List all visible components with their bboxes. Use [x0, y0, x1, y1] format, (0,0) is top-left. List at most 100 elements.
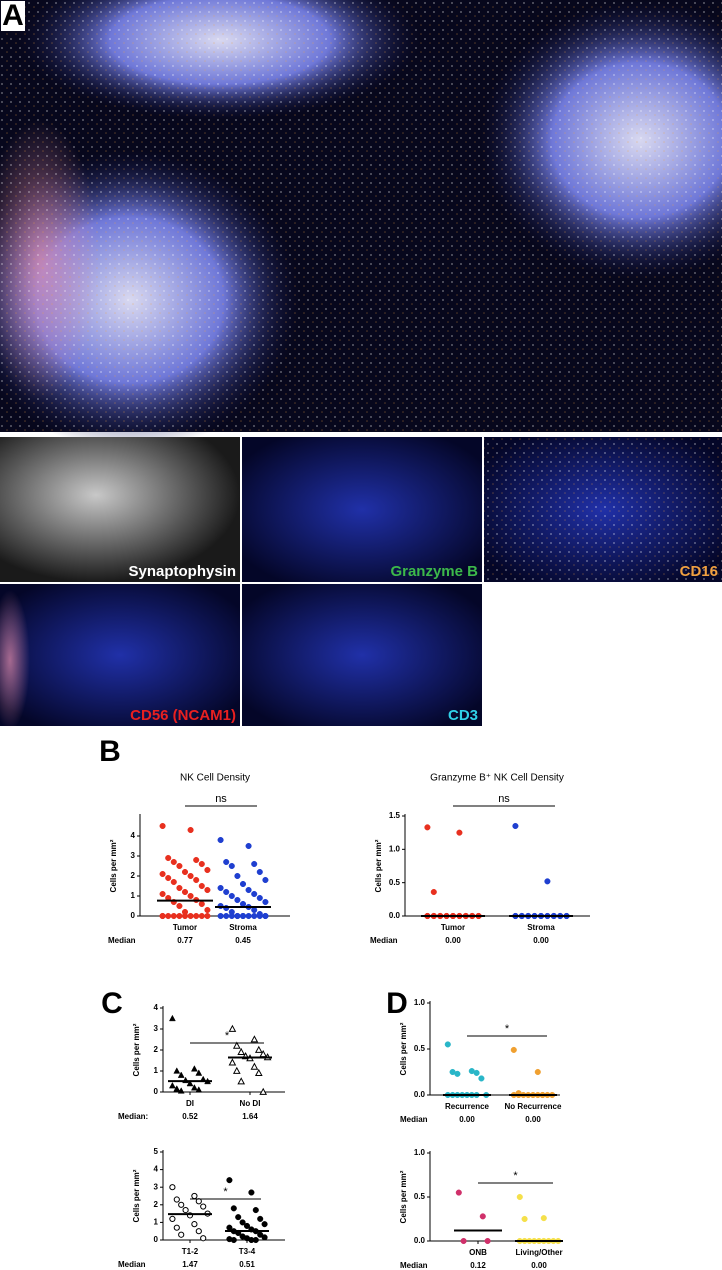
data-point [193, 912, 200, 920]
data-point [195, 1086, 203, 1093]
data-point [187, 912, 194, 920]
data-point [234, 912, 241, 920]
y-axis-title: Cells per mm² [399, 1170, 408, 1223]
data-point [251, 860, 258, 868]
data-point [186, 1079, 194, 1087]
x-tick-label: T3-4 [239, 1247, 256, 1256]
median-value: 0.00 [533, 936, 549, 945]
stain-label: CD3 [448, 707, 478, 724]
panel-letter: C [101, 987, 123, 1020]
median-heading: Median [370, 936, 398, 945]
data-point [479, 1213, 486, 1220]
tissue-region [0, 590, 30, 730]
y-tick-label: 5 [154, 1147, 159, 1156]
data-point [510, 1046, 517, 1053]
panel-letter: A [2, 0, 24, 32]
data-point [540, 1215, 547, 1222]
data-point [251, 906, 258, 914]
data-point [250, 1035, 259, 1043]
y-axis-title: Cells per mm² [132, 1023, 141, 1076]
data-point [176, 902, 183, 910]
data-point [181, 868, 189, 876]
data-point [248, 1189, 255, 1196]
data-point [228, 862, 235, 870]
median-value: 0.12 [470, 1261, 486, 1270]
data-point [223, 858, 230, 866]
x-tick-label: Living/Other [515, 1248, 562, 1257]
median-value: 0.45 [235, 936, 251, 945]
data-point [223, 888, 230, 896]
x-tick-label: No DI [240, 1099, 261, 1108]
data-point [191, 1192, 198, 1200]
data-point [228, 892, 235, 900]
data-point [424, 824, 431, 831]
data-point [170, 858, 177, 866]
stain-image [242, 437, 482, 582]
significance-label: ns [215, 793, 227, 805]
data-point [204, 886, 211, 894]
median-value: 1.47 [182, 1260, 198, 1269]
data-point [176, 862, 183, 870]
data-point [176, 912, 183, 920]
data-point [239, 1219, 246, 1226]
data-point [204, 906, 211, 914]
median-value: 0.00 [445, 936, 461, 945]
y-axis-title: Cells per mm² [132, 1169, 141, 1222]
y-tick-label: 2 [154, 1200, 159, 1209]
data-point [235, 1214, 242, 1221]
y-tick-label: 0.5 [389, 878, 401, 887]
data-point [200, 1235, 207, 1242]
median-value: 1.64 [242, 1112, 258, 1121]
stain-image [0, 584, 240, 726]
data-point [257, 1215, 264, 1222]
data-point [168, 1014, 176, 1022]
data-point [239, 880, 247, 888]
data-point [256, 912, 263, 920]
data-point [245, 886, 252, 894]
x-tick-label: Tumor [441, 923, 465, 932]
data-point [165, 854, 172, 862]
data-point [159, 870, 166, 878]
y-tick-label: 0.0 [414, 1090, 426, 1099]
y-tick-label: 4 [154, 1165, 159, 1174]
panel-letter: D [386, 987, 408, 1020]
data-point [230, 1236, 237, 1244]
chart-title: NK Cell Density [180, 773, 250, 784]
data-point [444, 1041, 451, 1048]
data-point [191, 1221, 198, 1228]
data-point [187, 892, 194, 900]
data-point [262, 876, 269, 884]
data-point [204, 866, 211, 874]
data-point [521, 1215, 528, 1223]
data-point [190, 1084, 198, 1091]
data-point [430, 888, 437, 896]
data-point [223, 912, 230, 920]
panel-letter: B [99, 735, 121, 768]
y-tick-label: 4 [154, 1003, 159, 1012]
data-point [159, 890, 166, 898]
data-point [193, 856, 200, 864]
median-value: 0.00 [459, 1115, 475, 1124]
data-point [159, 822, 166, 830]
y-tick-label: 2 [131, 871, 136, 880]
data-point [239, 900, 247, 908]
data-point [217, 836, 224, 844]
data-point [198, 900, 205, 908]
data-point [198, 882, 205, 890]
data-point [254, 1045, 263, 1053]
median-heading: Median [118, 1260, 146, 1269]
data-point [460, 1237, 467, 1245]
x-tick-label: ONB [469, 1248, 487, 1257]
data-point [177, 1071, 185, 1078]
y-tick-label: 3 [131, 851, 136, 860]
x-tick-label: Tumor [173, 923, 197, 932]
median-value: 0.51 [239, 1260, 255, 1269]
data-point [178, 1201, 185, 1208]
data-point [178, 1231, 185, 1238]
data-point [252, 1236, 259, 1244]
stain-label: Synaptophysin [128, 563, 236, 580]
data-point [226, 1177, 233, 1184]
data-point [182, 1206, 189, 1214]
y-tick-label: 1 [154, 1066, 159, 1075]
data-point [512, 822, 519, 830]
